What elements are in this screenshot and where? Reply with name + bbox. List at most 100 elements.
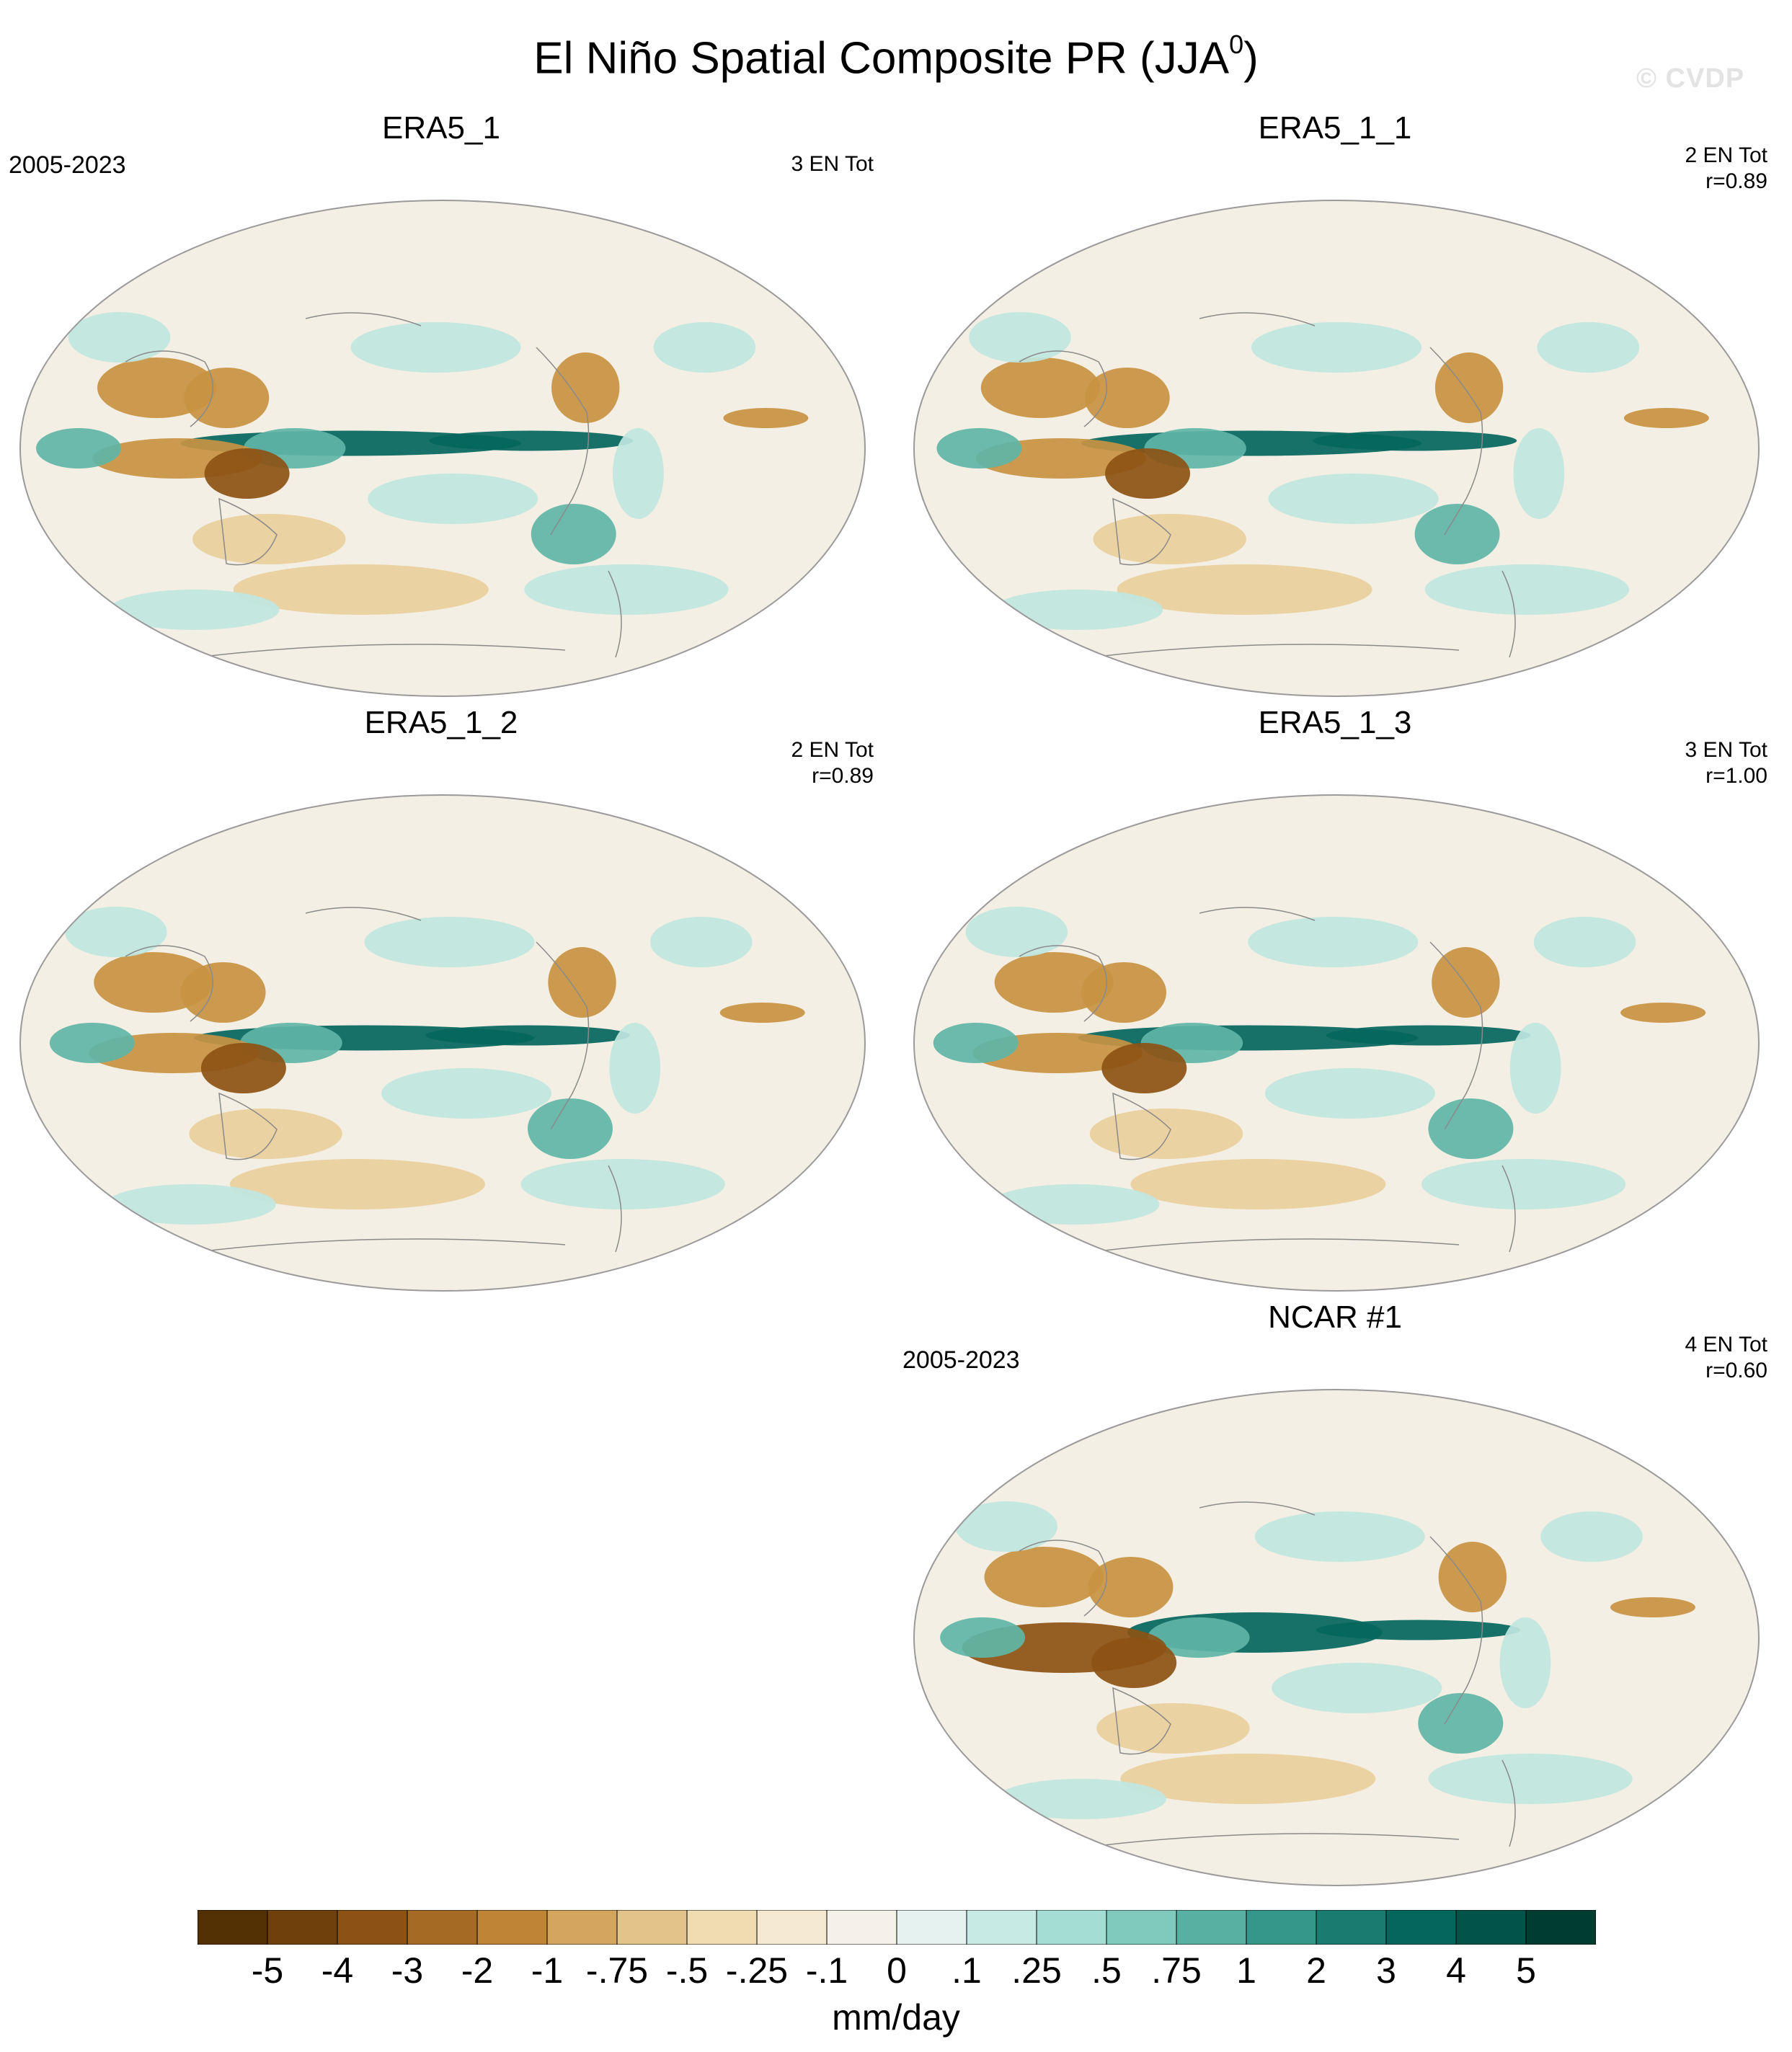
anomaly-region — [984, 1547, 1104, 1607]
colorbar-swatch — [966, 1910, 1037, 1945]
coastline — [608, 1165, 622, 1253]
colorbar-swatch — [1525, 1910, 1596, 1945]
coastline — [125, 945, 213, 1022]
anomaly-region — [1509, 1023, 1561, 1114]
anomaly-region — [180, 962, 266, 1023]
pattern-correlation: r=1.00 — [1705, 764, 1767, 788]
pattern-correlation: r=0.89 — [812, 764, 874, 788]
map-panel-era5-1-1: ERA5_1_1 2 EN Tot r=0.89 — [902, 108, 1767, 728]
colorbar-swatch — [686, 1910, 758, 1945]
coastline — [125, 350, 213, 427]
coastline — [1019, 945, 1107, 1022]
colorbar-tick-label: -.1 — [805, 1950, 848, 1991]
panel-title: ERA5_1_1 — [1258, 110, 1412, 146]
colorbar-tick-label: 4 — [1446, 1950, 1466, 1991]
panel-period: 2005-2023 — [902, 1346, 1020, 1374]
coastline — [197, 1238, 566, 1253]
colorbar — [198, 1910, 1596, 1945]
anomaly-region — [364, 917, 535, 967]
colorbar-tick-label: 2 — [1306, 1950, 1326, 1991]
colorbar-swatch — [407, 1910, 478, 1945]
anomaly-region — [65, 907, 167, 957]
panel-event-count: 4 EN Tot r=0.60 — [1685, 1332, 1767, 1384]
anomaly-region — [184, 368, 270, 428]
colorbar-swatch — [476, 1910, 548, 1945]
anomaly-region — [520, 1159, 725, 1209]
colorbar-swatch — [1316, 1910, 1387, 1945]
anomaly-region — [548, 947, 616, 1018]
colorbar-swatch — [826, 1910, 897, 1945]
anomaly-region — [368, 474, 538, 524]
anomaly-region — [1610, 1597, 1695, 1617]
anomaly-region — [1316, 1620, 1520, 1640]
precip-anomaly-map — [913, 794, 1760, 1292]
anomaly-region — [1268, 474, 1439, 524]
coastline — [1429, 941, 1483, 1130]
anomaly-field — [936, 312, 1709, 658]
anomaly-region — [613, 428, 664, 519]
colorbar-tick-label: -1 — [531, 1950, 564, 1991]
anomaly-region — [1537, 322, 1640, 373]
event-total: 3 EN Tot — [791, 152, 874, 176]
anomaly-region — [233, 564, 489, 615]
anomaly-region — [189, 1109, 342, 1159]
coastline — [1091, 1833, 1460, 1847]
anomaly-region — [192, 514, 346, 564]
cvdp-watermark: © CVDP — [1636, 63, 1745, 94]
anomaly-region — [723, 408, 809, 428]
anomaly-field — [940, 1501, 1695, 1847]
anomaly-region — [1264, 1068, 1435, 1119]
event-total: 3 EN Tot — [1685, 738, 1767, 762]
colorbar-tick-label: -.25 — [725, 1950, 789, 1991]
anomaly-region — [551, 352, 620, 423]
anomaly-region — [1428, 1098, 1514, 1159]
anomaly-region — [68, 312, 171, 363]
colorbar-swatch — [1246, 1910, 1317, 1945]
anomaly-region — [1096, 1703, 1250, 1754]
colorbar-tick-label: -5 — [251, 1950, 284, 1991]
colorbar-swatch — [337, 1910, 408, 1945]
event-total: 2 EN Tot — [1685, 143, 1767, 167]
panel-period: 2005-2023 — [9, 151, 126, 179]
event-total: 4 EN Tot — [1685, 1333, 1767, 1356]
coastline — [1199, 1501, 1316, 1516]
anomaly-region — [940, 1617, 1026, 1658]
coastline — [218, 1092, 278, 1160]
anomaly-region — [204, 448, 290, 499]
colorbar-swatch — [1455, 1910, 1527, 1945]
map-panel-ncar-1: NCAR #1 2005-2023 4 EN Tot r=0.60 — [902, 1297, 1767, 1917]
panel-event-count: 2 EN Tot r=0.89 — [1685, 143, 1767, 195]
colorbar-tick-label: .1 — [952, 1950, 982, 1991]
colorbar-tick-label: 3 — [1376, 1950, 1396, 1991]
precip-anomaly-map — [19, 794, 866, 1292]
anomaly-region — [35, 428, 121, 468]
anomaly-region — [653, 322, 756, 373]
anomaly-region — [1148, 1617, 1250, 1658]
coastline — [608, 570, 622, 658]
colorbar-swatch — [546, 1910, 618, 1945]
anomaly-region — [531, 504, 616, 564]
coastline — [1112, 1687, 1171, 1755]
panel-event-count: 3 EN Tot r=1.00 — [1685, 737, 1767, 789]
anomaly-region — [49, 1023, 135, 1063]
anomaly-region — [1089, 1109, 1243, 1159]
map-panel-era5-1-2: ERA5_1_2 2 EN Tot r=0.89 — [9, 703, 874, 1323]
pattern-correlation: r=0.60 — [1705, 1359, 1767, 1382]
colorbar-swatch — [198, 1910, 268, 1945]
coastline — [1019, 350, 1107, 427]
panel-title: ERA5_1_2 — [364, 705, 518, 740]
coastline — [1429, 347, 1483, 536]
anomaly-region — [1312, 430, 1517, 451]
anomaly-region — [936, 428, 1022, 468]
coastline — [1112, 497, 1171, 566]
anomaly-region — [1254, 1511, 1425, 1562]
colorbar-swatch — [1176, 1910, 1247, 1945]
anomaly-region — [350, 322, 521, 373]
event-total: 2 EN Tot — [791, 738, 874, 762]
anomaly-region — [719, 1003, 805, 1023]
map-outline — [19, 200, 866, 697]
anomaly-region — [1623, 408, 1709, 428]
anomaly-region — [649, 917, 753, 967]
anomaly-region — [1424, 564, 1629, 615]
coastline — [1019, 1540, 1107, 1617]
